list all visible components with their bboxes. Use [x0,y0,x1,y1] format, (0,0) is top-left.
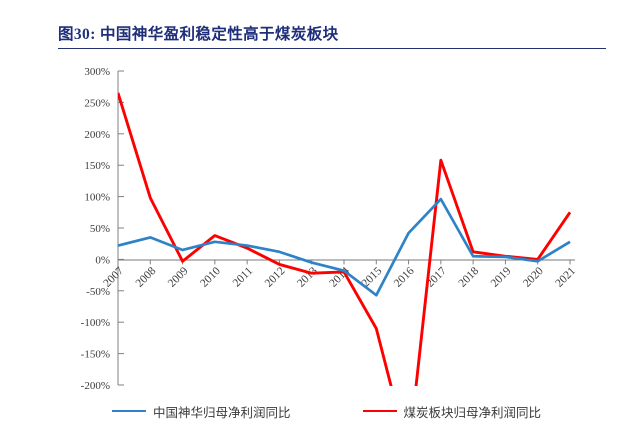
y-axis-tick-label: 200% [84,129,110,141]
legend-item-china-shenhua: 中国神华归母净利润同比 [112,402,291,421]
legend-item-coal-sector: 煤炭板块归母净利润同比 [362,402,542,421]
x-axis-tick-label: 2010 [198,265,223,290]
y-axis-tick-label: 300% [84,66,110,78]
series-line-china-shenhua [118,197,571,297]
y-axis-tick-label: 50% [90,223,110,235]
y-axis-tick-label: -50% [86,286,110,298]
y-axis-tick-label: -200% [81,380,110,392]
x-axis-tick-label: 2007 [101,265,126,290]
y-axis-tick-label: 150% [84,160,110,172]
x-axis-tick-label: 2009 [166,265,191,290]
y-axis-tick-labels: 300% 250% 200% 150% 100% 50% 0% -50% -100% -150% -… [81,66,110,392]
legend-label: 中国神华归母净利润同比 [153,405,291,420]
x-axis-tick-label: 2016 [392,265,417,290]
x-axis-tick-label: 2020 [521,265,546,290]
line-chart: 300% 250% 200% 150% 100% 50% 0% -50% -100% -150% -… [81,66,579,392]
y-axis-tick-marks [118,70,124,386]
legend-swatch-icon [362,410,397,412]
x-axis-tick-label: 2012 [263,265,288,290]
legend-swatch-icon [112,410,146,412]
y-axis-tick-label: -100% [81,317,110,329]
chart-plot-area: 300% 250% 200% 150% 100% 50% 0% -50% -100% -150% -… [0,56,641,429]
x-axis-tick-marks [117,259,571,265]
figure-title-block: 图30: 中国神华盈利稳定性高于煤炭板块 [58,22,606,52]
x-axis-tick-label: 2008 [134,265,159,290]
y-axis-tick-label: 0% [95,254,110,266]
x-axis-tick-label: 2021 [553,265,578,290]
title-divider [58,48,606,49]
x-axis-tick-label: 2019 [489,265,514,290]
x-axis-tick-label: 2018 [457,265,482,290]
chart-legend: 中国神华归母净利润同比 煤炭板块归母净利润同比 [112,400,572,422]
page-title: 图30: 中国神华盈利稳定性高于煤炭板块 [58,26,339,43]
y-axis-tick-label: 250% [84,97,110,109]
y-axis-tick-label: 100% [84,192,110,204]
x-axis-tick-label: 2011 [231,265,256,290]
legend-label: 煤炭板块归母净利润同比 [403,405,542,420]
y-axis-tick-label: -150% [81,349,110,361]
